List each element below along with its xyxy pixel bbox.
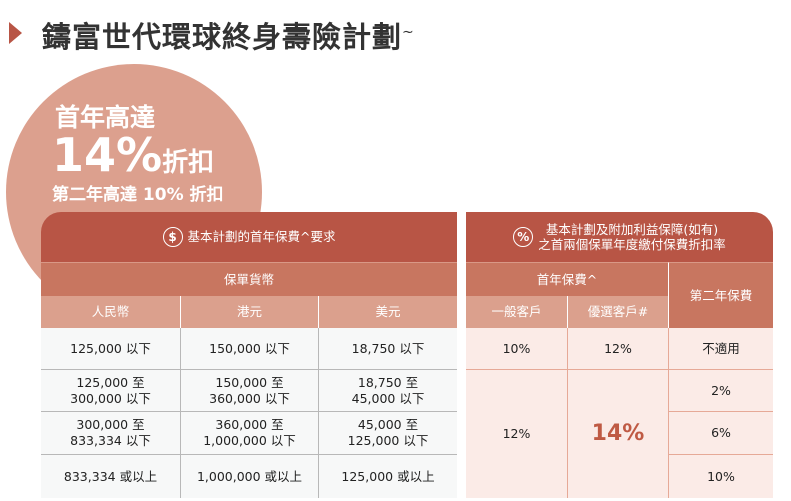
col-usd: 美元 bbox=[318, 296, 457, 328]
title-mark: ~ bbox=[402, 24, 415, 41]
col-general: 一般客戶 bbox=[466, 296, 567, 328]
left-header-text: 基本計劃的首年保費^要求 bbox=[187, 229, 336, 244]
col-hkd: 港元 bbox=[180, 296, 318, 328]
preferred-rest: 14% bbox=[567, 370, 668, 498]
percent-icon: % bbox=[513, 227, 534, 247]
left-table-header: $ 基本計劃的首年保費^要求 bbox=[41, 212, 457, 262]
table-cell: 150,000 至 360,000 以下 bbox=[180, 370, 318, 412]
table-cell: 360,000 至 1,000,000 以下 bbox=[180, 412, 318, 455]
first-year-header: 首年保費^ bbox=[466, 262, 668, 296]
table-cell: 45,000 至 125,000 以下 bbox=[318, 412, 457, 455]
second-year-4: 10% bbox=[668, 455, 773, 498]
title-arrow-icon bbox=[9, 22, 22, 44]
r1-second-year: 不適用 bbox=[668, 328, 773, 370]
table-cell: 833,334 或以上 bbox=[41, 455, 180, 498]
table-cell: 125,000 或以上 bbox=[318, 455, 457, 498]
title-text: 鑄富世代環球終身壽險計劃 bbox=[42, 20, 403, 54]
second-year-header: 第二年保費 bbox=[668, 262, 773, 328]
col-rmb: 人民幣 bbox=[41, 296, 180, 328]
general-rest: 12% bbox=[466, 370, 567, 498]
table-cell: 18,750 至 45,000 以下 bbox=[318, 370, 457, 412]
r1-preferred: 12% bbox=[567, 328, 668, 370]
right-header-text: 基本計劃及附加利益保障(如有) 之首兩個保單年度繳付保費折扣率 bbox=[538, 222, 726, 252]
promo-big: 14%折扣 bbox=[52, 128, 214, 182]
promo-big-value: 14% bbox=[52, 128, 163, 182]
table-cell: 1,000,000 或以上 bbox=[180, 455, 318, 498]
promo-big-suffix: 折扣 bbox=[162, 148, 215, 178]
dollar-icon: $ bbox=[162, 227, 183, 247]
table-cell: 125,000 至 300,000 以下 bbox=[41, 370, 180, 412]
r1-general: 10% bbox=[466, 328, 567, 370]
col-preferred: 優選客戶# bbox=[567, 296, 668, 328]
second-year-2: 2% bbox=[668, 370, 773, 412]
table-cell: 150,000 以下 bbox=[180, 328, 318, 370]
second-year-3: 6% bbox=[668, 412, 773, 455]
promo-line1: 首年高達 bbox=[55, 103, 156, 132]
table-cell: 300,000 至 833,334 以下 bbox=[41, 412, 180, 455]
right-table-header: % 基本計劃及附加利益保障(如有) 之首兩個保單年度繳付保費折扣率 bbox=[466, 212, 773, 262]
table-cell: 18,750 以下 bbox=[318, 328, 457, 370]
table-cell: 125,000 以下 bbox=[41, 328, 180, 370]
page-title: 鑄富世代環球終身壽險計劃~ bbox=[42, 14, 415, 56]
promo-line3: 第二年高達 10% 折扣 bbox=[52, 185, 224, 205]
policy-currency-header: 保單貨幣 bbox=[41, 262, 457, 296]
